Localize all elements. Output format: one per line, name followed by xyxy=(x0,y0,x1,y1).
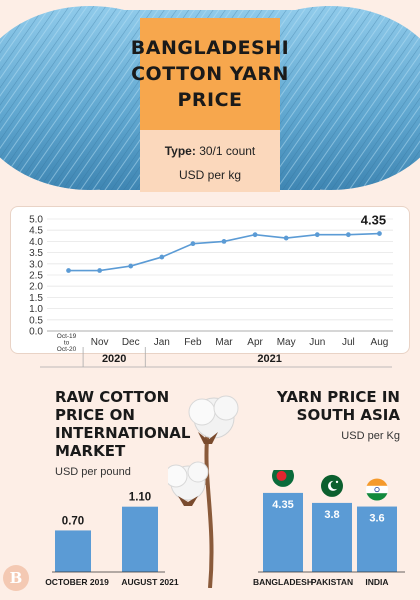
y-tick-label: 3.5 xyxy=(29,248,43,259)
y-tick-label: 2.0 xyxy=(29,282,43,293)
data-point xyxy=(190,241,196,247)
year-label: 2020 xyxy=(102,353,126,365)
unit-label: USD per kg xyxy=(178,168,242,182)
data-point xyxy=(314,232,320,238)
data-point xyxy=(128,263,134,269)
bangladesh-flag-icon xyxy=(272,470,294,487)
data-point xyxy=(377,231,382,236)
line-chart-card: 0.0 0.5 1.0 1.5 2.0 2.5 3.0 3.5 4.0 4.5 5.0 4.35 Oct… xyxy=(10,206,410,354)
pakistan-flag-icon xyxy=(321,474,343,497)
bar-value-label: 3.8 xyxy=(324,509,339,521)
bar xyxy=(312,502,352,572)
year-axis: 2020 2021 xyxy=(40,347,392,368)
y-tick-label: 4.0 xyxy=(29,237,43,248)
india-flag-icon xyxy=(366,478,388,501)
data-point xyxy=(221,239,227,244)
x-tick-label: Nov xyxy=(91,337,109,348)
bar xyxy=(122,506,158,572)
raw-cotton-title: RAW COTTON PRICE ON INTERNATIONAL MARKET xyxy=(55,388,191,460)
subtitle-box: Type: 30/1 count USD per kg xyxy=(140,130,280,192)
data-point xyxy=(97,268,103,273)
x-tick-label: Apr xyxy=(247,337,263,348)
data-point xyxy=(159,254,165,260)
y-tick-label: 3.0 xyxy=(29,259,43,270)
flag-star xyxy=(335,480,339,484)
bar-value-label: 3.6 xyxy=(369,513,384,525)
flag-band-top xyxy=(366,478,388,486)
bar xyxy=(55,530,91,572)
data-point xyxy=(345,232,351,238)
x-tick-label: Dec xyxy=(122,337,140,348)
x-tick-label: Aug xyxy=(371,337,389,348)
type-label: Type: xyxy=(164,144,196,158)
hero-banner: BANGLADESHI COTTON YARN PRICE Type: 30/1… xyxy=(0,0,420,200)
y-tick-label: 0.0 xyxy=(29,327,43,338)
line-chart: 0.00.51.01.52.02.53.03.54.04.55.0 4.35 Oct… xyxy=(29,213,393,353)
y-tick-label: 5.0 xyxy=(29,215,43,226)
yarn-price-unit: USD per Kg xyxy=(341,430,400,442)
type-value: 30/1 count xyxy=(199,144,256,158)
bar-value-label: 0.70 xyxy=(62,515,84,527)
y-tick-label: 1.0 xyxy=(29,304,43,315)
x-tick-label: May xyxy=(277,337,296,348)
bar-charts: 0.70 OCTOBER 2019 1.10 AUGUST 2021 4.35 BANGL… xyxy=(45,470,405,587)
x-tick-label: Oct-19 xyxy=(57,333,77,340)
flag-band-mid xyxy=(366,485,388,494)
x-tick-label: Jul xyxy=(342,337,355,348)
y-tick-label: 0.5 xyxy=(29,315,43,326)
x-tick-label: Oct-20 xyxy=(57,346,77,353)
data-point xyxy=(66,268,71,273)
bar xyxy=(263,492,303,572)
bar xyxy=(357,506,397,572)
data-point xyxy=(283,235,289,241)
y-tick-label: 4.5 xyxy=(29,226,43,237)
brand-logo: B xyxy=(3,565,29,591)
highlight-value-label: 4.35 xyxy=(361,213,386,228)
x-tick-label: INDIA xyxy=(365,577,388,587)
flag-wheel xyxy=(374,486,380,493)
x-tick-label: Jan xyxy=(154,337,170,348)
brand-logo-glyph: B xyxy=(9,569,23,587)
page-title: BANGLADESHI COTTON YARN PRICE xyxy=(130,37,290,111)
raw-cotton-unit: USD per pound xyxy=(55,466,131,478)
x-tick-label: PAKISTAN xyxy=(311,577,353,587)
flag-band-bottom xyxy=(366,493,388,501)
title-box: BANGLADESHI COTTON YARN PRICE xyxy=(131,18,289,130)
y-tick-label: 1.5 xyxy=(29,293,43,304)
flag-disc xyxy=(276,470,287,481)
x-tick-label: AUGUST 2021 xyxy=(121,577,178,587)
year-label: 2021 xyxy=(257,353,281,365)
bar-value-label: 1.10 xyxy=(129,492,151,504)
x-tick-label: Feb xyxy=(184,337,202,348)
data-point xyxy=(252,232,258,238)
x-tick-label: to xyxy=(64,340,70,347)
bar-value-label: 4.35 xyxy=(272,499,293,511)
x-tick-label: Mar xyxy=(215,337,233,348)
y-tick-label: 2.5 xyxy=(29,271,43,282)
cotton-plant-image xyxy=(168,395,239,588)
x-tick-label: OCTOBER 2019 xyxy=(45,577,109,587)
x-tick-label: BANGLADESH xyxy=(253,577,313,587)
x-tick-label: Jun xyxy=(309,337,325,348)
yarn-price-title: YARN PRICE IN SOUTH ASIA xyxy=(276,388,400,424)
